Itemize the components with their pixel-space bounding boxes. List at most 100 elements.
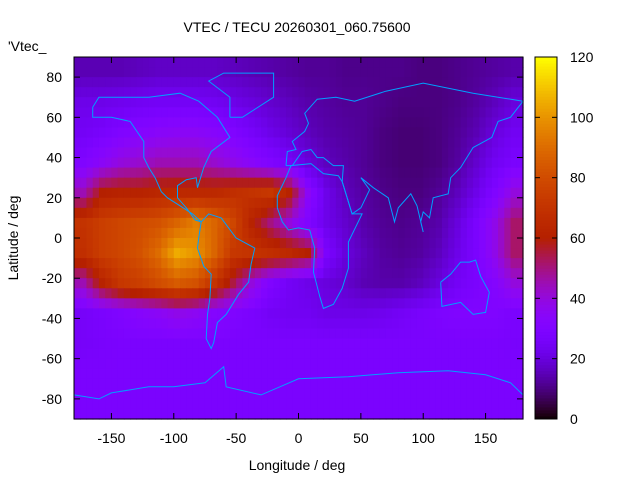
- heatmap-cell: [148, 328, 156, 340]
- heatmap-cell: [416, 348, 424, 360]
- heatmap-cell: [198, 248, 206, 259]
- heatmap-cell: [404, 298, 412, 309]
- heatmap-cell: [510, 157, 518, 169]
- heatmap-cell: [167, 147, 175, 159]
- heatmap-cell: [329, 318, 337, 330]
- heatmap-cell: [441, 398, 449, 410]
- heatmap-cell: [123, 207, 131, 219]
- heatmap-cell: [261, 117, 268, 128]
- heatmap-cell: [504, 248, 512, 259]
- heatmap-cell: [510, 207, 518, 219]
- heatmap-cell: [354, 248, 362, 259]
- heatmap-cell: [329, 288, 337, 299]
- heatmap-cell: [217, 127, 225, 139]
- heatmap-cell: [167, 207, 175, 219]
- heatmap-cell: [329, 408, 337, 420]
- heatmap-cell: [267, 117, 275, 128]
- heatmap-cell: [298, 147, 306, 159]
- heatmap-cell: [286, 157, 293, 169]
- heatmap-cell: [367, 258, 374, 269]
- heatmap-cell: [360, 318, 368, 330]
- heatmap-cell: [117, 57, 125, 68]
- heatmap-cell: [254, 217, 262, 229]
- heatmap-cell: [117, 238, 125, 249]
- heatmap-cell: [92, 278, 100, 289]
- heatmap-cell: [242, 167, 250, 179]
- heatmap-cell: [367, 67, 374, 78]
- heatmap-cell: [292, 238, 300, 249]
- heatmap-cell: [385, 217, 393, 229]
- heatmap-cell: [204, 388, 212, 400]
- heatmap-cell: [223, 97, 231, 108]
- heatmap-cell: [136, 408, 144, 420]
- heatmap-cell: [254, 288, 262, 299]
- heatmap-cell: [379, 167, 387, 179]
- heatmap-cell: [448, 298, 456, 309]
- heatmap-cell: [211, 388, 219, 400]
- heatmap-cell: [192, 288, 200, 299]
- heatmap-cell: [373, 167, 381, 179]
- heatmap-cell: [180, 268, 187, 279]
- heatmap-cell: [148, 207, 156, 219]
- heatmap-cell: [323, 97, 331, 108]
- heatmap-cell: [180, 97, 187, 108]
- heatmap-cell: [398, 308, 406, 320]
- heatmap-cell: [155, 248, 162, 259]
- heatmap-cell: [180, 207, 187, 219]
- heatmap-cell: [367, 368, 374, 380]
- heatmap-cell: [435, 167, 443, 179]
- heatmap-cell: [186, 308, 194, 320]
- heatmap-cell: [410, 107, 418, 118]
- heatmap-cell: [423, 67, 431, 78]
- heatmap-cell: [279, 127, 287, 139]
- heatmap-cell: [229, 398, 237, 410]
- heatmap-cell: [98, 278, 106, 289]
- heatmap-cell: [204, 157, 212, 169]
- heatmap-cell: [510, 238, 518, 249]
- heatmap-cell: [491, 258, 499, 269]
- heatmap-cell: [323, 67, 331, 78]
- heatmap-cell: [74, 368, 81, 380]
- heatmap-cell: [373, 187, 381, 199]
- heatmap-cell: [335, 278, 343, 289]
- heatmap-cell: [498, 378, 505, 390]
- heatmap-cell: [373, 177, 381, 189]
- heatmap-cell: [105, 107, 113, 118]
- heatmap-cell: [155, 278, 162, 289]
- heatmap-cell: [142, 268, 150, 279]
- heatmap-cell: [117, 137, 125, 149]
- colorbar-segment: [535, 57, 557, 61]
- heatmap-cell: [385, 258, 393, 269]
- heatmap-cell: [92, 217, 100, 229]
- heatmap-cell: [379, 258, 387, 269]
- heatmap-cell: [273, 117, 281, 128]
- heatmap-cell: [86, 167, 94, 179]
- heatmap-cell: [410, 408, 418, 420]
- heatmap-cell: [354, 308, 362, 320]
- heatmap-cell: [323, 338, 331, 350]
- heatmap-cell: [329, 348, 337, 360]
- heatmap-cell: [329, 217, 337, 229]
- colorbar-segment: [535, 81, 557, 85]
- heatmap-cell: [223, 378, 231, 390]
- heatmap-cell: [192, 227, 200, 239]
- heatmap-cell: [435, 197, 443, 209]
- heatmap-cell: [248, 358, 256, 370]
- heatmap-cell: [479, 117, 487, 128]
- heatmap-cell: [117, 318, 125, 330]
- colorbar-segment: [535, 244, 557, 248]
- heatmap-cell: [98, 328, 106, 340]
- heatmap-cell: [342, 238, 349, 249]
- heatmap-cell: [335, 408, 343, 420]
- heatmap-cell: [310, 197, 318, 209]
- heatmap-cell: [292, 187, 300, 199]
- colorbar-segment: [535, 204, 557, 209]
- heatmap-cell: [117, 368, 125, 380]
- heatmap-cell: [217, 328, 225, 340]
- heatmap-cell: [485, 248, 493, 259]
- heatmap-cell: [354, 97, 362, 108]
- heatmap-cell: [148, 348, 156, 360]
- heatmap-cell: [111, 298, 119, 309]
- heatmap-cell: [516, 268, 524, 279]
- heatmap-cell: [223, 157, 231, 169]
